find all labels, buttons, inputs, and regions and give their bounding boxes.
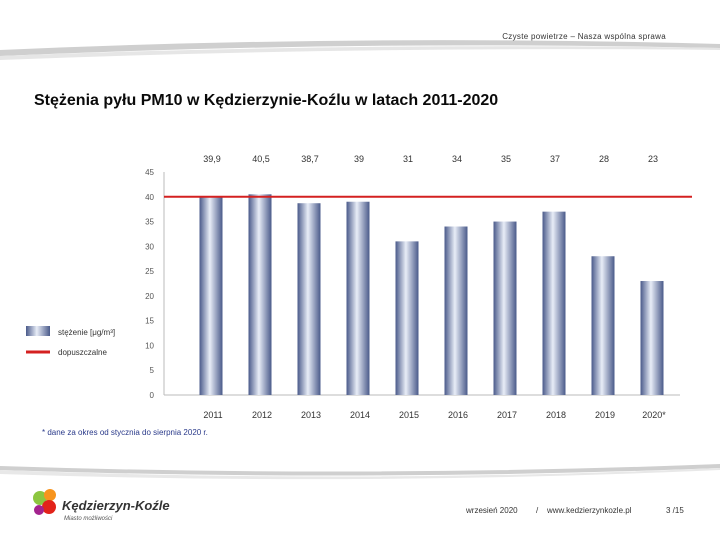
value-label: 38,7 <box>301 154 319 164</box>
slide-title: Stężenia pyłu PM10 w Kędzierzynie-Koźlu … <box>34 92 499 109</box>
bar-2015 <box>395 241 419 395</box>
y-tick-label: 25 <box>145 267 154 276</box>
bar-2018 <box>542 211 566 395</box>
category-label: 2017 <box>497 410 517 420</box>
bar-2014 <box>346 201 370 395</box>
legend-bar-swatch <box>26 326 50 336</box>
value-label: 28 <box>599 154 609 164</box>
category-label: 2012 <box>252 410 272 420</box>
bar-2019 <box>591 256 615 395</box>
value-label: 39 <box>354 154 364 164</box>
y-tick-label: 0 <box>150 391 155 400</box>
y-tick-label: 15 <box>145 317 154 326</box>
value-label: 37 <box>550 154 560 164</box>
category-label: 2011 <box>203 410 222 420</box>
page-number: 3 /15 <box>666 506 684 515</box>
y-tick-label: 30 <box>145 242 154 251</box>
footnote: * dane za okres od stycznia do sierpnia … <box>42 428 208 437</box>
footer-date: wrzesień 2020 <box>466 506 518 515</box>
value-label: 31 <box>403 154 413 164</box>
y-tick-label: 5 <box>150 366 155 375</box>
y-tick-label: 45 <box>145 168 154 177</box>
bar-2012 <box>248 194 272 395</box>
y-tick-label: 35 <box>145 218 154 227</box>
bar-2011 <box>199 197 223 395</box>
footer-decoration <box>0 464 720 480</box>
header-decoration <box>0 40 720 60</box>
bar-2017 <box>493 221 517 395</box>
legend-bar-label: stężenie [μg/m³] <box>58 328 115 337</box>
category-label: 2015 <box>399 410 419 420</box>
value-label: 39,9 <box>203 154 221 164</box>
bar-2013 <box>297 203 321 395</box>
bar-2020* <box>640 281 664 395</box>
logo-mark-icon <box>33 489 56 515</box>
value-label: 23 <box>648 154 658 164</box>
legend-line-label: dopuszczalne <box>58 348 107 357</box>
category-label: 2018 <box>546 410 566 420</box>
y-tick-label: 20 <box>145 292 154 301</box>
bar-2016 <box>444 226 468 395</box>
header-slogan: Czyste powietrze – Nasza wspólna sprawa <box>502 32 666 41</box>
value-label: 35 <box>501 154 511 164</box>
y-tick-label: 10 <box>145 341 154 350</box>
pm10-bar-chart: 0 5 10 15 20 25 30 35 40 45 39,9 2011 40,5 2012 38,7 20… <box>26 154 692 420</box>
logo-name: Kędzierzyn-Koźle <box>62 498 170 513</box>
value-label: 34 <box>452 154 462 164</box>
footer-link[interactable]: www.kedzierzynkozle.pl <box>547 506 632 515</box>
city-logo[interactable]: Kędzierzyn-Koźle Miasto możliwości <box>30 484 170 528</box>
logo-tagline: Miasto możliwości <box>64 516 113 522</box>
category-label: 2016 <box>448 410 468 420</box>
y-tick-label: 40 <box>145 193 154 202</box>
category-label: 2019 <box>595 410 615 420</box>
category-label: 2014 <box>350 410 370 420</box>
footer-separator: / <box>536 506 539 515</box>
category-label: 2013 <box>301 410 321 420</box>
category-label: 2020* <box>642 410 666 420</box>
value-label: 40,5 <box>252 154 270 164</box>
